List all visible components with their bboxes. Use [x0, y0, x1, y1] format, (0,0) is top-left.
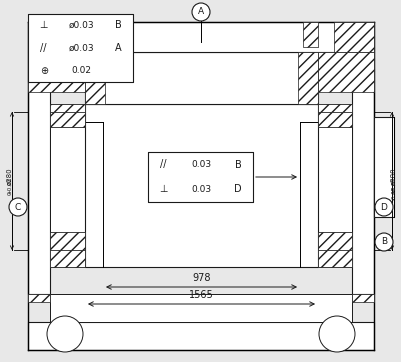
Bar [317, 232, 351, 250]
Text: ⊥: ⊥ [159, 185, 168, 194]
Bar [28, 22, 373, 52]
Text: B: B [380, 237, 386, 247]
Bar [28, 14, 133, 82]
Text: //: // [160, 160, 166, 169]
Text: +0.03: +0.03 [8, 177, 12, 194]
Bar [50, 104, 85, 112]
Text: ø280: ø280 [7, 167, 13, 185]
Bar [85, 52, 105, 104]
Text: -0.02: -0.02 [391, 186, 395, 200]
Bar [50, 294, 351, 322]
Circle shape [9, 198, 27, 216]
Bar [351, 294, 373, 302]
Bar [85, 104, 317, 267]
Bar [28, 52, 85, 92]
Bar [333, 22, 373, 52]
Text: 0: 0 [8, 191, 12, 195]
Bar [317, 52, 373, 92]
Bar [317, 112, 351, 127]
Text: 0.03: 0.03 [191, 160, 211, 169]
Text: ø0.03: ø0.03 [69, 21, 94, 30]
Text: ⊥: ⊥ [39, 20, 48, 30]
Bar [50, 232, 85, 250]
Bar [297, 52, 317, 104]
Bar [148, 152, 252, 202]
Bar [85, 22, 100, 47]
Text: ø280: ø280 [390, 167, 396, 185]
Text: +0.05: +0.05 [391, 177, 395, 194]
Bar [373, 117, 393, 217]
Bar [317, 104, 351, 267]
Bar [85, 52, 317, 104]
Text: B: B [115, 20, 122, 30]
Circle shape [374, 198, 392, 216]
Circle shape [374, 233, 392, 251]
Text: 0.02: 0.02 [71, 66, 91, 75]
Text: 978: 978 [192, 273, 210, 283]
Circle shape [192, 3, 209, 21]
Text: D: D [234, 185, 241, 194]
Text: 1565: 1565 [188, 290, 213, 300]
Text: A: A [115, 43, 122, 53]
Bar [317, 104, 351, 112]
Circle shape [47, 316, 83, 352]
Circle shape [318, 316, 354, 352]
Bar [28, 294, 50, 302]
Bar [28, 22, 68, 52]
Bar [28, 52, 50, 294]
Bar [50, 250, 85, 267]
Text: A: A [197, 8, 204, 17]
Text: B: B [234, 160, 241, 169]
Bar [50, 112, 85, 127]
Bar [28, 322, 373, 350]
Text: D: D [380, 202, 387, 211]
Bar [302, 22, 317, 47]
Text: 0.03: 0.03 [191, 185, 211, 194]
Text: ø0.03: ø0.03 [69, 43, 94, 52]
Text: C: C [15, 202, 21, 211]
Bar [85, 104, 317, 267]
Text: //: // [41, 43, 47, 53]
Bar [351, 52, 373, 294]
Bar [50, 104, 85, 267]
Text: ⊕: ⊕ [40, 66, 48, 76]
Bar [317, 250, 351, 267]
